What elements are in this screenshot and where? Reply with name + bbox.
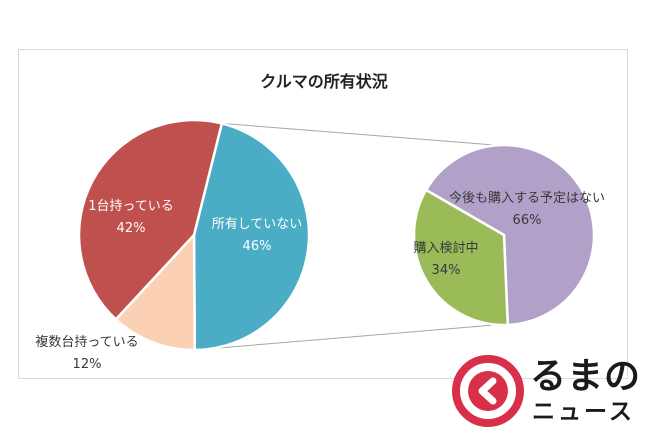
connector-line-top <box>221 122 495 146</box>
secondary-pie-slice-1 <box>412 188 510 327</box>
label-owned-multiple-name: 複数台持っている <box>35 334 138 350</box>
logo-text-line1: るまの <box>530 356 642 397</box>
label-considering-name: 購入検討中 <box>413 240 478 256</box>
logo-text-line2: ニュース <box>532 399 635 425</box>
chart-title: クルマの所有状況 <box>260 72 388 91</box>
logo-mark-icon <box>452 355 524 427</box>
label-owned-one-name: 1台持っている <box>88 199 174 214</box>
label-owned-one-value: 42% <box>117 221 146 236</box>
kuruma-news-logo: るまの ニュース <box>452 355 642 427</box>
secondary-pie <box>412 143 596 327</box>
main-pie-slice-2 <box>77 118 224 322</box>
main-pie-slice-0 <box>192 121 311 352</box>
label-considering-value: 34% <box>432 263 461 278</box>
label-not-owned-name: 所有していない <box>212 217 303 232</box>
label-owned-multiple-value: 12% <box>73 357 102 372</box>
label-not-owned-value: 46% <box>243 239 272 254</box>
connector-line-bottom <box>194 324 495 351</box>
main-pie <box>77 118 311 352</box>
slice-labels: 所有していない 46% 1台持っている 42% 複数台持っている 12% 今後も購入する予定… <box>35 190 605 372</box>
chart-frame: クルマの所有状況 所有していない 46% 1台持っている 42% 複数台持っている 12%… <box>18 49 628 379</box>
label-no-plan-value: 66% <box>513 213 542 228</box>
main-pie-slice-1 <box>114 231 197 352</box>
secondary-pie-slice-0 <box>424 143 596 327</box>
connector-lines <box>194 122 495 351</box>
label-no-plan-name: 今後も購入する予定はない <box>449 190 605 206</box>
pie-of-pie-chart: クルマの所有状況 所有していない 46% 1台持っている 42% 複数台持っている 12%… <box>35 72 605 372</box>
